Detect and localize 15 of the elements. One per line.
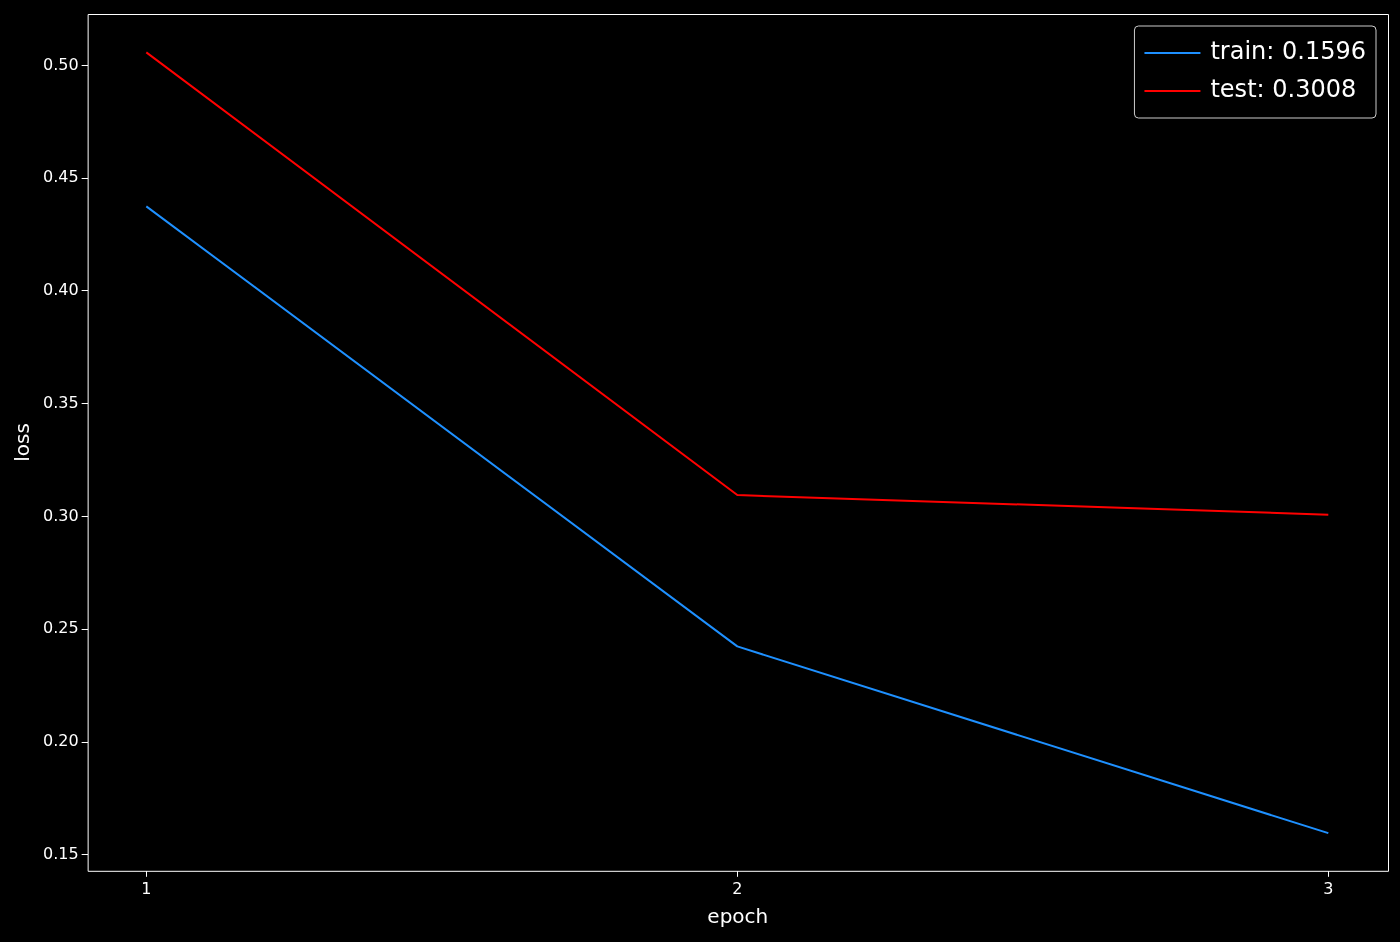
y-tick-label: 0.25 — [43, 618, 79, 638]
y-tick-label: 0.40 — [43, 280, 79, 300]
x-tick-label: 1 — [141, 878, 152, 898]
y-tick-label: 0.15 — [43, 843, 79, 863]
legend-label: train: 0.1596 — [1210, 37, 1367, 66]
y-tick-label: 0.45 — [43, 167, 79, 187]
y-tick-label: 0.20 — [43, 731, 79, 751]
x-tick-label: 2 — [732, 878, 743, 898]
y-tick-label: 0.50 — [43, 54, 79, 74]
y-tick-label: 0.35 — [43, 392, 79, 412]
y-tick-label: 0.30 — [43, 505, 79, 525]
x-axis-title: epoch — [707, 904, 769, 929]
y-axis-title: loss — [10, 423, 35, 462]
legend-label: test: 0.3008 — [1210, 75, 1357, 104]
x-tick-label: 3 — [1323, 878, 1334, 898]
